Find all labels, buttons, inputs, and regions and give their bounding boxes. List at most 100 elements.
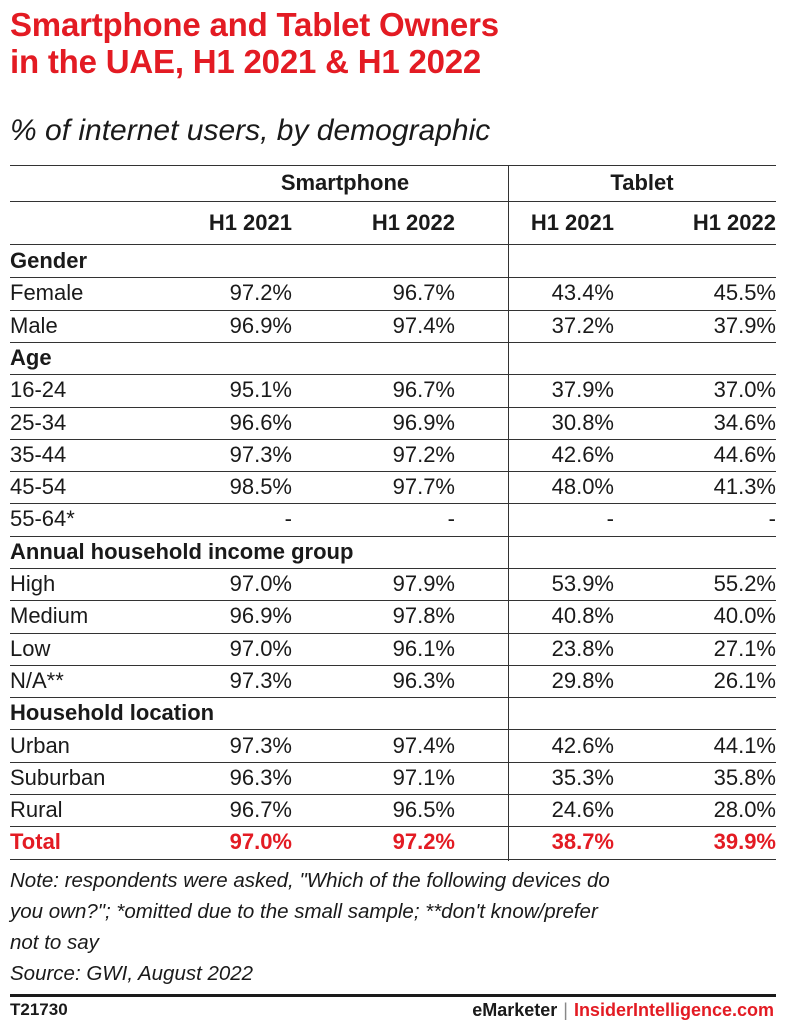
- row-rule: [10, 439, 776, 440]
- table-cell-value: 34.6%: [713, 409, 776, 435]
- row-rule: [10, 503, 776, 504]
- table-cell-value: 97.0%: [229, 571, 292, 596]
- row-label: Low: [10, 635, 51, 661]
- table-cell-value: 97.4%: [392, 732, 455, 758]
- row-label: 16-24: [10, 377, 67, 403]
- table-cell-value: 95.1%: [229, 377, 292, 403]
- table-cell-value: -: [447, 506, 455, 532]
- table-cell-value: 48.0%: [551, 474, 614, 500]
- table-cell-value: 41.3%: [713, 474, 776, 500]
- column-header: H1 2021: [530, 210, 614, 235]
- table-cell-value: 28.0%: [713, 797, 776, 823]
- table-cell-value: 96.9%: [229, 312, 292, 338]
- table-bottom-rule: [10, 859, 776, 860]
- table-cell-value: 23.8%: [551, 635, 614, 661]
- table-cell-value: 97.0%: [229, 635, 292, 661]
- row-rule: [10, 633, 776, 634]
- row-label: 35-44: [10, 441, 67, 467]
- total-value: 97.0%: [229, 829, 292, 855]
- table-cell-value: 35.3%: [551, 764, 614, 790]
- table-cell-value: 96.7%: [392, 377, 455, 403]
- row-label: Urban: [10, 732, 70, 758]
- table-cell-value: 97.2%: [392, 441, 455, 467]
- row-label: Suburban: [10, 764, 106, 790]
- table-cell-value: -: [606, 506, 614, 532]
- table-cell-value: 44.1%: [713, 732, 776, 758]
- row-label: Rural: [10, 797, 63, 823]
- total-value: 38.7%: [551, 829, 614, 855]
- table-cell-value: 96.9%: [392, 409, 455, 435]
- table-cell-value: 37.9%: [713, 312, 776, 338]
- group-header: Age: [10, 344, 52, 370]
- row-rule: [10, 826, 776, 827]
- row-rule: [10, 762, 776, 763]
- table-cell-value: 37.0%: [713, 377, 776, 403]
- table-cell-value: 44.6%: [713, 441, 776, 467]
- table-cell-value: 42.6%: [551, 441, 614, 467]
- source-note: Source: GWI, August 2022: [10, 962, 254, 985]
- brand-insider-intelligence: InsiderIntelligence.com: [573, 1000, 774, 1020]
- column-header: H1 2021: [208, 210, 292, 235]
- row-label: 55-64*: [10, 506, 75, 532]
- table-cell-value: 96.7%: [229, 797, 292, 823]
- table-cell-value: 40.8%: [551, 603, 614, 629]
- note-line-1: Note: respondents were asked, "Which of …: [10, 869, 610, 892]
- table-cell-value: 96.3%: [229, 764, 292, 790]
- row-label: 25-34: [10, 409, 67, 435]
- table-cell-value: 43.4%: [551, 280, 614, 306]
- table-cell-value: 37.2%: [551, 312, 614, 338]
- table-cell-value: 97.2%: [229, 280, 292, 306]
- table-cell-value: 96.6%: [229, 409, 292, 435]
- table-cell-value: 98.5%: [229, 474, 292, 500]
- table-cell-value: 30.8%: [551, 409, 614, 435]
- chart-id: T21730: [10, 1000, 68, 1019]
- group-header: Gender: [10, 248, 88, 273]
- column-group-divider: [508, 165, 509, 861]
- table-cell-value: 97.8%: [392, 603, 455, 629]
- row-rule: [10, 697, 776, 698]
- table-cell-value: 24.6%: [551, 797, 614, 823]
- row-label: Medium: [10, 603, 89, 629]
- table-cell-value: 37.9%: [551, 377, 614, 403]
- table-cell-value: 27.1%: [713, 635, 776, 661]
- table-cell-value: 26.1%: [713, 667, 776, 693]
- row-rule: [10, 665, 776, 666]
- row-rule: [10, 342, 776, 343]
- footer-divider: [10, 994, 776, 997]
- table-cell-value: 97.3%: [229, 441, 292, 467]
- column-header: H1 2022: [371, 210, 455, 235]
- brand-emarketer: eMarketer: [472, 1000, 558, 1020]
- table-cell-value: 42.6%: [551, 732, 614, 758]
- note-line-2: you own?"; *omitted due to the small sam…: [10, 900, 598, 923]
- total-value: 97.2%: [392, 829, 455, 855]
- row-label: Male: [10, 312, 58, 338]
- row-rule: [10, 600, 776, 601]
- table-cell-value: 96.1%: [392, 635, 455, 661]
- column-group-header: Tablet: [610, 170, 674, 195]
- table-cell-value: 96.5%: [392, 797, 455, 823]
- group-header: Household location: [10, 700, 215, 726]
- table-cell-value: 97.4%: [392, 312, 455, 338]
- table-cell-value: 40.0%: [713, 603, 776, 629]
- table-cell-value: 97.9%: [392, 571, 455, 596]
- table-top-rule: [10, 165, 776, 166]
- title-line-1: Smartphone and Tablet Owners: [10, 6, 499, 43]
- header-rule-1: [10, 201, 776, 202]
- row-label: N/A**: [10, 667, 64, 693]
- table-cell-value: -: [768, 506, 776, 532]
- note-line-3: not to say: [10, 931, 99, 954]
- brand-separator: |: [563, 1000, 568, 1020]
- table-cell-value: -: [284, 506, 292, 532]
- header-rule-2: [10, 244, 776, 245]
- title-line-2: in the UAE, H1 2021 & H1 2022: [10, 43, 482, 80]
- row-label: 45-54: [10, 474, 67, 500]
- row-rule: [10, 536, 776, 537]
- table-cell-value: 53.9%: [551, 571, 614, 596]
- row-rule: [10, 471, 776, 472]
- table-cell-value: 97.3%: [229, 732, 292, 758]
- row-rule: [10, 310, 776, 311]
- table-cell-value: 96.3%: [392, 667, 455, 693]
- footer-branding: eMarketer | InsiderIntelligence.com: [472, 1000, 774, 1021]
- chart-title: Smartphone and Tablet Owners in the UAE,…: [10, 6, 780, 80]
- row-label: High: [10, 571, 56, 596]
